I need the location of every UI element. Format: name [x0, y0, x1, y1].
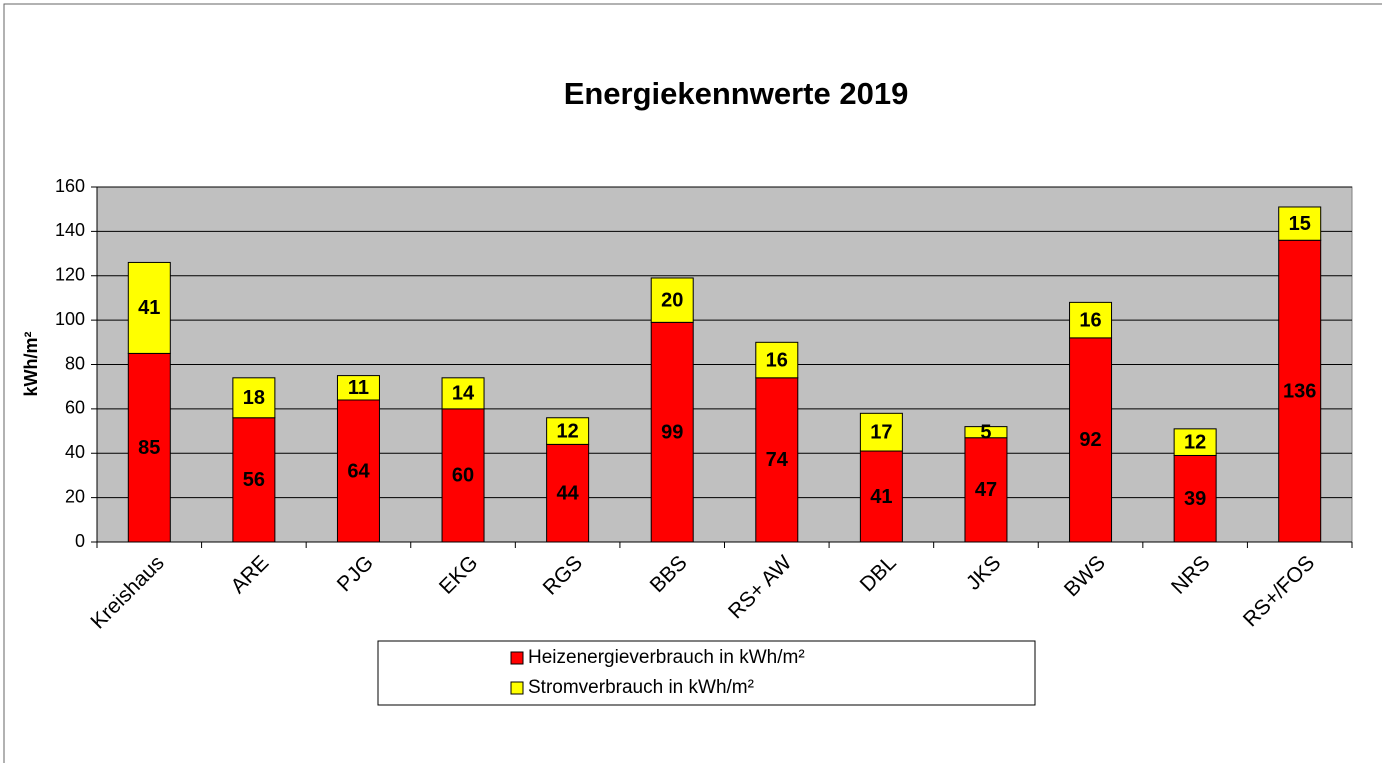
bar-segment — [546, 417, 590, 445]
data-label: 99 — [661, 421, 683, 443]
y-axis-label: kWh/m² — [21, 331, 41, 396]
data-label: 47 — [975, 479, 997, 501]
y-tick-label: 80 — [65, 353, 85, 373]
y-tick-label: 140 — [55, 220, 85, 240]
data-label: 12 — [557, 420, 579, 442]
data-label: 74 — [766, 449, 789, 471]
data-label: 85 — [138, 437, 160, 459]
bar-segment — [1173, 428, 1217, 456]
bar-segment — [127, 352, 171, 543]
legend — [377, 640, 1036, 706]
data-label: 41 — [138, 297, 160, 319]
chart-title: Energiekennwerte 2019 — [564, 76, 909, 111]
bar-segment — [859, 450, 903, 543]
bar-segment — [650, 277, 694, 323]
bar-segment — [1069, 337, 1113, 543]
bar-segment — [336, 375, 380, 401]
legend-swatch — [510, 651, 524, 665]
bar-segment — [441, 377, 485, 410]
data-label: 92 — [1079, 429, 1101, 451]
data-label: 44 — [557, 482, 580, 504]
data-label: 16 — [1079, 309, 1101, 331]
data-label: 14 — [452, 383, 475, 405]
legend-swatch — [510, 681, 524, 695]
bar-segment — [650, 321, 694, 543]
y-tick-label: 120 — [55, 265, 85, 285]
bar-segment — [1278, 206, 1322, 241]
data-label: 16 — [766, 349, 788, 371]
bar-segment — [755, 341, 799, 379]
data-label: 18 — [243, 387, 265, 409]
data-label: 64 — [347, 460, 370, 482]
y-tick-label: 160 — [55, 176, 85, 196]
data-label: 11 — [348, 377, 369, 399]
data-label: 136 — [1283, 380, 1316, 402]
y-tick-label: 20 — [65, 486, 85, 506]
data-label: 39 — [1184, 488, 1206, 510]
bar-segment — [859, 412, 903, 452]
bar-segment — [546, 443, 590, 543]
data-label: 56 — [243, 469, 265, 491]
legend-label: Heizenergieverbrauch in kWh/m² — [528, 647, 805, 668]
data-label: 60 — [452, 465, 474, 487]
data-label: 5 — [980, 421, 991, 443]
bar-segment — [1278, 239, 1322, 543]
data-label: 12 — [1184, 431, 1206, 453]
y-tick-label: 100 — [55, 309, 85, 329]
bar-segment — [1069, 301, 1113, 339]
data-label: 20 — [661, 289, 683, 311]
data-label: 17 — [870, 421, 892, 443]
bar-segment — [232, 377, 276, 419]
data-label: 41 — [870, 486, 892, 508]
legend-label: Stromverbrauch in kWh/m² — [528, 677, 754, 698]
y-tick-label: 60 — [65, 398, 85, 418]
bar-segment — [232, 417, 276, 543]
bar-segment — [964, 426, 1008, 439]
y-tick-label: 0 — [75, 531, 85, 551]
bar-segment — [127, 261, 171, 354]
data-label: 15 — [1289, 213, 1311, 235]
y-tick-label: 40 — [65, 442, 85, 462]
